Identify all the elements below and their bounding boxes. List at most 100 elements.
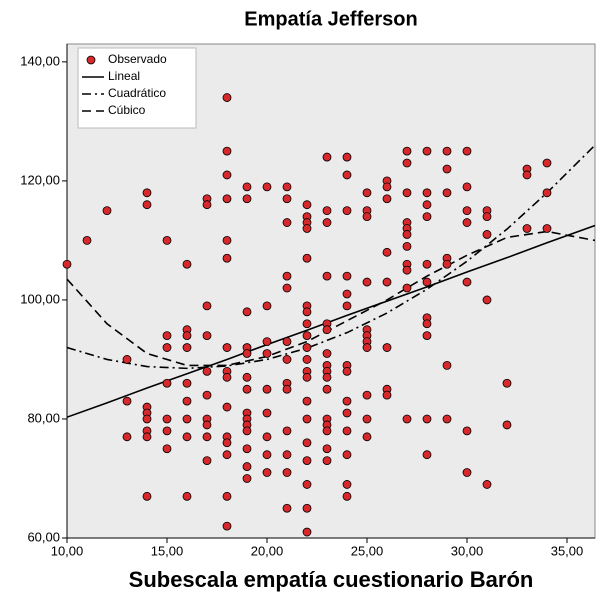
point [322,384,332,394]
x-tick-label: 25,00 [351,543,384,558]
point [222,170,232,180]
point [282,283,292,293]
point [242,462,252,471]
point [282,450,292,460]
point [522,170,532,180]
point [162,444,172,454]
point [442,188,452,198]
point [362,343,372,352]
point [442,360,452,370]
point [502,420,512,430]
fit-line [67,144,595,370]
point [302,200,312,210]
point [242,372,252,382]
point [162,378,172,388]
point [302,224,312,233]
point [162,236,172,245]
point [482,212,492,222]
point [402,414,412,424]
point [322,426,332,436]
point [262,349,272,358]
point [282,218,292,227]
legend-box [77,47,197,129]
point [142,491,152,501]
point [282,384,292,394]
point [142,432,152,442]
point [202,331,212,341]
point [322,218,332,227]
point [362,414,372,424]
point [362,390,372,400]
point [382,277,392,287]
point [442,164,452,174]
y-tick-label: 100,00 [20,291,60,306]
point [462,146,472,156]
point [142,200,152,210]
point [182,414,192,424]
point [262,432,272,442]
point [122,355,132,364]
point [402,283,412,293]
point [242,307,252,317]
y-tick-label: 140,00 [20,53,60,68]
point [302,480,312,489]
point [202,390,212,400]
point [402,158,412,168]
point [282,182,292,192]
point [382,247,392,257]
point [222,372,232,382]
point [202,301,212,311]
point [242,182,252,192]
point [302,414,312,424]
point [542,188,552,198]
point [322,325,332,335]
point [402,230,412,239]
point [362,432,372,442]
point [222,491,232,501]
point [302,343,312,352]
point [342,450,352,460]
point [402,146,412,156]
point [302,438,312,448]
point [182,432,192,442]
point [322,444,332,454]
point [302,396,312,406]
point [202,456,212,466]
point [182,331,192,341]
y-tick-label: 60,00 [27,529,60,544]
point [322,152,332,162]
point [162,426,172,436]
point [422,188,432,198]
point [262,450,272,460]
point [202,366,212,376]
point [202,420,212,430]
point [242,474,252,483]
point [422,450,432,460]
point [182,343,192,352]
legend-swatch [86,55,96,65]
point [402,188,412,198]
point [182,396,192,406]
point [342,170,352,180]
point [262,337,272,346]
point [102,206,112,216]
point [242,194,252,204]
point [482,480,492,489]
point [442,259,452,269]
point [302,307,312,317]
point [122,396,132,406]
point [142,414,152,424]
point [322,271,332,281]
point [222,438,232,448]
point [302,319,312,329]
point [482,230,492,239]
point [382,182,392,192]
point [342,396,352,406]
point [422,146,432,156]
point [222,343,232,352]
point [122,432,132,442]
point [342,480,352,489]
point [342,301,352,311]
point [542,158,552,168]
point [282,468,292,477]
